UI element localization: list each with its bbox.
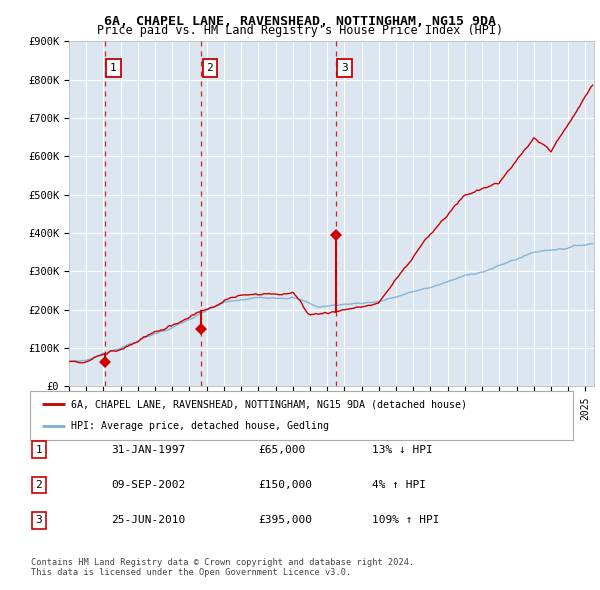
Text: £65,000: £65,000 bbox=[258, 445, 305, 454]
Text: 2: 2 bbox=[206, 63, 214, 73]
Text: 09-SEP-2002: 09-SEP-2002 bbox=[111, 480, 185, 490]
Text: Price paid vs. HM Land Registry's House Price Index (HPI): Price paid vs. HM Land Registry's House … bbox=[97, 24, 503, 37]
Text: £150,000: £150,000 bbox=[258, 480, 312, 490]
Text: 4% ↑ HPI: 4% ↑ HPI bbox=[372, 480, 426, 490]
Text: 13% ↓ HPI: 13% ↓ HPI bbox=[372, 445, 433, 454]
Text: 109% ↑ HPI: 109% ↑ HPI bbox=[372, 516, 439, 525]
Text: 6A, CHAPEL LANE, RAVENSHEAD, NOTTINGHAM, NG15 9DA (detached house): 6A, CHAPEL LANE, RAVENSHEAD, NOTTINGHAM,… bbox=[71, 399, 467, 409]
Text: 3: 3 bbox=[341, 63, 347, 73]
Text: 2: 2 bbox=[35, 480, 43, 490]
Text: 31-JAN-1997: 31-JAN-1997 bbox=[111, 445, 185, 454]
Text: HPI: Average price, detached house, Gedling: HPI: Average price, detached house, Gedl… bbox=[71, 421, 329, 431]
Text: 6A, CHAPEL LANE, RAVENSHEAD, NOTTINGHAM, NG15 9DA: 6A, CHAPEL LANE, RAVENSHEAD, NOTTINGHAM,… bbox=[104, 15, 496, 28]
Text: £395,000: £395,000 bbox=[258, 516, 312, 525]
Text: 25-JUN-2010: 25-JUN-2010 bbox=[111, 516, 185, 525]
Text: Contains HM Land Registry data © Crown copyright and database right 2024.
This d: Contains HM Land Registry data © Crown c… bbox=[31, 558, 415, 577]
Text: 1: 1 bbox=[35, 445, 43, 454]
Text: 3: 3 bbox=[35, 516, 43, 525]
Text: 1: 1 bbox=[110, 63, 117, 73]
